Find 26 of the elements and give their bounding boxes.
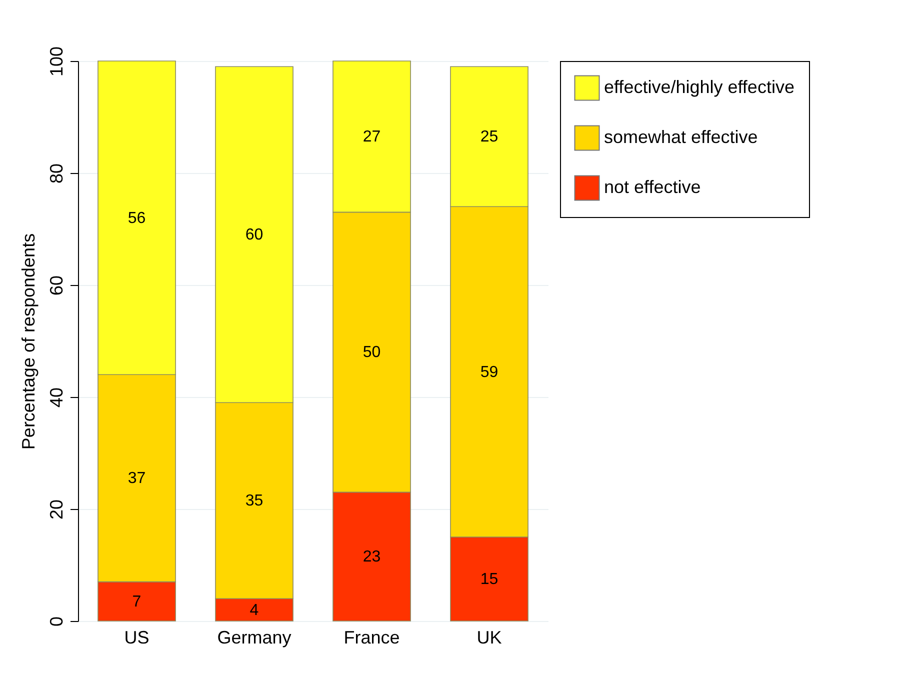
y-tick-label: 60 <box>46 275 66 296</box>
x-tick-label: UK <box>476 628 502 648</box>
data-label: 50 <box>362 344 381 362</box>
data-label: 35 <box>245 492 264 510</box>
y-tick-label: 20 <box>46 499 66 520</box>
data-label: 59 <box>480 364 498 381</box>
y-axis-title: Percentage of respondents <box>18 233 38 450</box>
data-label: 25 <box>480 128 498 146</box>
data-label: 23 <box>362 548 381 566</box>
data-label: 27 <box>362 128 381 146</box>
legend-label: effective/highly effective <box>604 77 794 97</box>
data-label: 56 <box>128 210 146 227</box>
legend-label: somewhat effective <box>604 127 758 147</box>
data-label: 4 <box>250 602 259 619</box>
data-label: 7 <box>132 593 142 610</box>
y-tick-label: 100 <box>46 46 66 77</box>
x-tick-label: Germany <box>217 628 292 648</box>
data-label: 37 <box>128 470 146 488</box>
y-tick-label: 40 <box>46 387 66 408</box>
x-tick-label: US <box>124 628 150 648</box>
x-tick-label: France <box>344 628 400 648</box>
legend-label: not effective <box>604 177 701 197</box>
y-tick-label: 0 <box>46 616 66 627</box>
data-label: 60 <box>245 226 264 244</box>
y-tick-label: 80 <box>46 163 66 184</box>
data-label: 15 <box>480 571 498 588</box>
